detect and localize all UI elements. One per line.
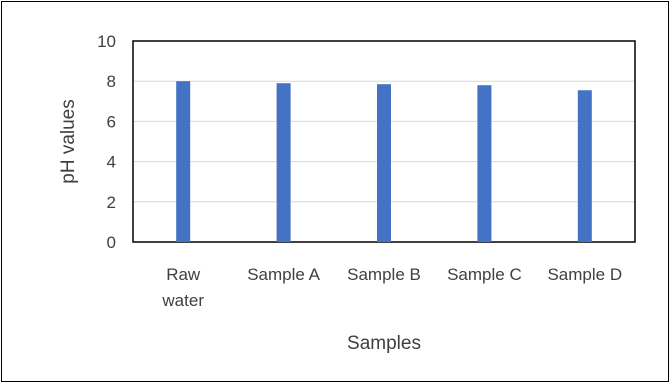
x-tick-label: Raw water [161, 265, 204, 310]
y-tick-label: 4 [107, 153, 116, 172]
bar [577, 90, 592, 243]
y-tick-labels: 0 2 4 6 8 10 [97, 32, 116, 252]
y-tick-label: 2 [107, 193, 116, 212]
x-tick-label: Sample D [547, 265, 622, 284]
x-tick-label: Sample C [447, 265, 522, 284]
x-axis-title: Samples [347, 333, 421, 354]
x-tick-label: Sample A [247, 265, 320, 284]
y-axis-title: pH values [58, 99, 79, 184]
x-tick-label: Sample B [347, 265, 421, 284]
y-tick-label: 8 [107, 72, 116, 91]
bar [477, 85, 492, 242]
y-tick-label: 6 [107, 112, 116, 131]
y-tick-label: 10 [97, 32, 116, 51]
bar [377, 84, 391, 242]
x-tick-labels: Raw water Sample A Sample B Sample C Sample D [161, 265, 622, 310]
bar-series [176, 81, 592, 243]
bar [276, 83, 291, 243]
y-tick-label: 0 [107, 233, 116, 252]
bar [176, 81, 191, 242]
